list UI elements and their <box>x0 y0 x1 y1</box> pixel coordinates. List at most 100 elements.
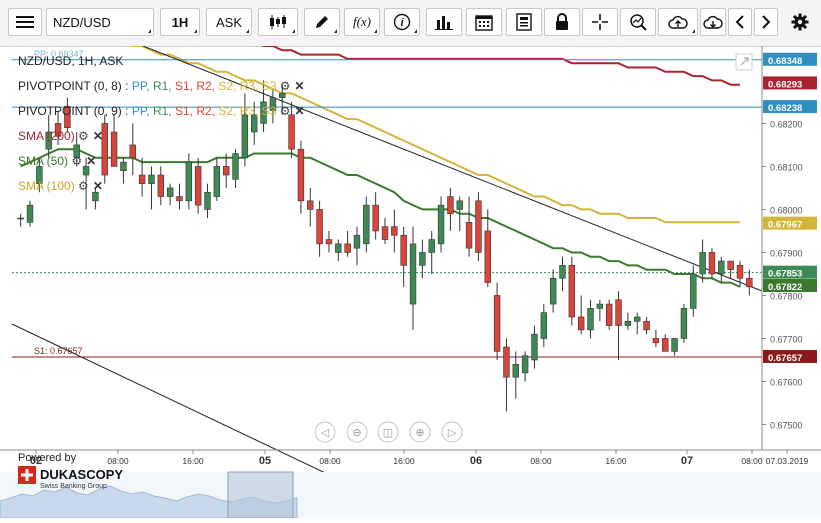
dukascopy-logo: DUKASCOPY Swiss Banking Group <box>18 466 128 490</box>
price-tag-label: 0.68238 <box>768 103 802 114</box>
legend-sma100: SMA (100) ⚙ ✕ <box>18 179 103 193</box>
zoom-out-icon[interactable]: ⊖ <box>346 421 368 443</box>
pivot-level-label: S2, <box>218 79 240 93</box>
draw-tool-button[interactable] <box>304 8 340 36</box>
s1-level-label: S1: 0.67657 <box>34 346 83 356</box>
candle-body <box>690 273 697 309</box>
x-tick-label: 08:00 <box>530 456 552 466</box>
candle-body <box>82 166 90 176</box>
side-selector[interactable]: ASK <box>206 8 252 36</box>
candle-body <box>45 131 52 150</box>
candle-body <box>400 234 407 266</box>
chart-type-button[interactable] <box>258 8 298 36</box>
candle-body <box>325 239 333 245</box>
zoom-button[interactable] <box>620 8 656 36</box>
gear-icon[interactable]: ⚙ <box>71 154 83 168</box>
candle-body <box>587 308 594 331</box>
candle-body <box>353 234 361 249</box>
calendar-button[interactable] <box>466 8 502 36</box>
chevron-right-icon <box>762 15 771 29</box>
candle-body <box>391 226 398 236</box>
close-icon[interactable]: ✕ <box>294 79 305 93</box>
hamburger-icon <box>16 16 34 28</box>
upload-button[interactable] <box>658 8 698 36</box>
scroll-right-button[interactable] <box>754 8 778 36</box>
sma50-line <box>20 148 741 288</box>
candle-body <box>437 204 445 245</box>
side-label: ASK <box>215 14 242 30</box>
pivot-level-label: PP, <box>131 104 153 118</box>
candle-body <box>428 239 435 253</box>
candle-body <box>736 265 744 279</box>
scroll-left-button[interactable] <box>728 8 752 36</box>
candle-body <box>568 265 576 318</box>
gear-icon[interactable]: ⚙ <box>279 79 291 93</box>
news-button[interactable] <box>506 8 542 36</box>
expand-icon[interactable] <box>735 53 753 71</box>
price-tag <box>763 265 817 279</box>
close-icon[interactable]: ✕ <box>294 104 305 118</box>
crosshair-button[interactable] <box>582 8 618 36</box>
settings-button[interactable] <box>786 8 814 36</box>
gear-icon[interactable]: ⚙ <box>78 129 89 143</box>
candle-body <box>92 191 99 202</box>
candle-body <box>157 174 164 197</box>
candle-body <box>624 320 632 326</box>
info-icon: i <box>393 13 411 31</box>
gear-icon[interactable]: ⚙ <box>279 104 291 118</box>
legend-sma200: SMA (200) ⚙ ✕ <box>18 129 103 143</box>
chevron-left-icon <box>735 15 744 29</box>
volume-button[interactable] <box>426 8 462 36</box>
timeframe-selector[interactable]: 1H <box>160 8 200 36</box>
candle-body <box>493 295 501 352</box>
candle-body <box>549 277 557 305</box>
download-button[interactable] <box>700 8 726 36</box>
x-tick-label: 16:00 <box>605 456 627 466</box>
nav-button-circle <box>441 421 463 443</box>
candle-body <box>447 196 454 215</box>
pivot-level-label: S2, <box>218 104 240 118</box>
symbol-selector[interactable]: NZD/USD <box>46 8 154 36</box>
candle-body <box>521 355 529 374</box>
y-tick-label: 0.67800 <box>770 291 803 301</box>
lock-button[interactable] <box>544 8 580 36</box>
magnifier-chart-icon <box>630 14 647 31</box>
scroll-back-icon[interactable]: ◁ <box>314 421 336 443</box>
scroll-forward-icon[interactable]: ▷ <box>441 421 463 443</box>
pp-level-label: PP: 0.68347 <box>34 49 84 59</box>
close-icon[interactable]: ✕ <box>92 179 103 193</box>
reset-zoom-icon[interactable]: ◫ <box>377 421 399 443</box>
nav-button-circle <box>409 421 431 443</box>
gear-icon[interactable]: ⚙ <box>78 179 89 193</box>
pivot-level-label: S3 <box>261 104 280 118</box>
nav-button-glyph: ⊕ <box>415 427 424 439</box>
indicator-button[interactable]: f(x) <box>344 8 380 36</box>
price-tag-label: 0.67657 <box>768 353 802 364</box>
pivot-level-label: S1, <box>174 104 197 118</box>
legend-pivot-2: PIVOTPOINT (0, 9) : PP, R1, S1, R2, S2, … <box>18 104 305 118</box>
pivot-level-label: R2, <box>196 79 219 93</box>
candle-body <box>484 230 491 283</box>
candle-body <box>213 166 221 197</box>
close-icon[interactable]: ✕ <box>92 129 103 143</box>
price-tag-label: 0.68348 <box>768 56 802 67</box>
pivot-level-label: PP, <box>131 79 153 93</box>
gear-icon <box>791 13 809 31</box>
candle-body <box>288 114 295 150</box>
info-button[interactable]: i <box>384 8 420 36</box>
menu-button[interactable] <box>8 8 42 36</box>
candle-body <box>634 316 641 322</box>
candle-body <box>671 338 678 352</box>
pivot-level-label: R2, <box>196 104 219 118</box>
nav-button-glyph: ◁ <box>321 427 330 439</box>
fx-label: f(x) <box>352 14 372 29</box>
close-icon[interactable]: ✕ <box>86 154 97 168</box>
pivot-level-label: : <box>125 79 132 93</box>
candle-body <box>269 97 277 111</box>
candle-body <box>120 161 127 172</box>
candle-body <box>54 123 62 137</box>
candle-body <box>241 114 249 159</box>
zoom-in-icon[interactable]: ⊕ <box>409 421 431 443</box>
